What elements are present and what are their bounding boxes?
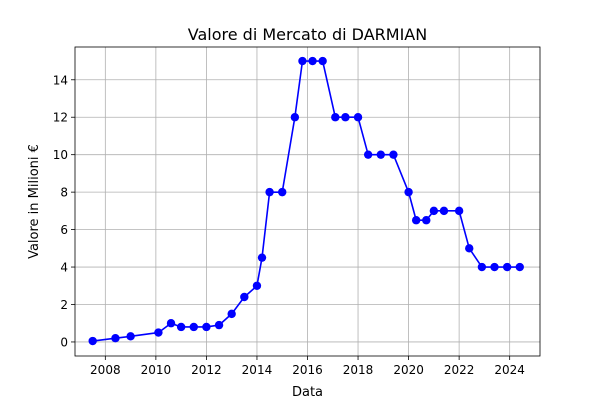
data-point (353, 113, 363, 122)
grid (75, 47, 540, 356)
y-tick-label: 8 (60, 186, 68, 200)
data-point (202, 322, 211, 332)
y-tick-label: 6 (60, 223, 68, 237)
x-tick-label: 2018 (343, 363, 374, 377)
data-point (166, 319, 176, 328)
x-axis-label: Data (292, 385, 323, 400)
y-tick-label: 12 (53, 111, 68, 125)
data-point (88, 336, 97, 346)
data-point (298, 56, 307, 66)
data-point (376, 150, 385, 159)
data-point (308, 56, 317, 66)
y-tick-label: 0 (60, 335, 68, 349)
x-tick-label: 2024 (494, 363, 525, 377)
y-tick-label: 2 (60, 298, 68, 312)
data-point (189, 322, 198, 332)
data-point (227, 309, 236, 319)
data-point (404, 187, 413, 197)
x-tick-label: 2022 (444, 363, 475, 377)
y-tick-label: 14 (53, 73, 68, 87)
data-point (331, 113, 340, 122)
data-point (439, 206, 449, 216)
data-point (515, 262, 524, 272)
x-tick-label: 2016 (292, 363, 323, 377)
y-tick-label: 4 (60, 261, 68, 275)
x-tick-label: 2020 (393, 363, 424, 377)
data-point (257, 253, 267, 262)
data-point (422, 216, 431, 225)
data-point (214, 320, 224, 330)
data-point (318, 56, 327, 66)
data-point (290, 113, 300, 122)
data-point (176, 322, 186, 332)
data-point (265, 187, 274, 197)
y-tick-label: 10 (53, 148, 68, 162)
axes: 2008 2010 2012 2014 2016 2018 2020 2022 2024 0 2 4 6… (53, 46, 541, 377)
data-point (363, 150, 373, 159)
x-tick-label: 2010 (141, 363, 172, 377)
data-point (490, 262, 499, 272)
plot-frame (74, 46, 541, 357)
x-tick-label: 2012 (191, 363, 222, 377)
data-point (154, 328, 163, 337)
series-line (92, 60, 520, 342)
data-point (429, 206, 439, 216)
data-point (341, 113, 350, 122)
data-point (465, 244, 474, 253)
data-point (126, 332, 135, 341)
data-point (477, 262, 487, 272)
y-axis-label: Valore in Milioni € (27, 144, 42, 259)
data-point (454, 206, 464, 216)
data-point (278, 187, 287, 197)
x-tick-label: 2014 (242, 363, 273, 377)
data-point (389, 150, 398, 159)
x-tick-label: 2008 (90, 363, 121, 377)
chart-title: Valore di Mercato di DARMIAN (188, 25, 427, 44)
data-point (502, 262, 512, 272)
series-layer (88, 56, 524, 346)
data-point (252, 281, 262, 290)
data-point (111, 334, 120, 343)
data-point (411, 216, 421, 225)
data-point (240, 292, 249, 302)
